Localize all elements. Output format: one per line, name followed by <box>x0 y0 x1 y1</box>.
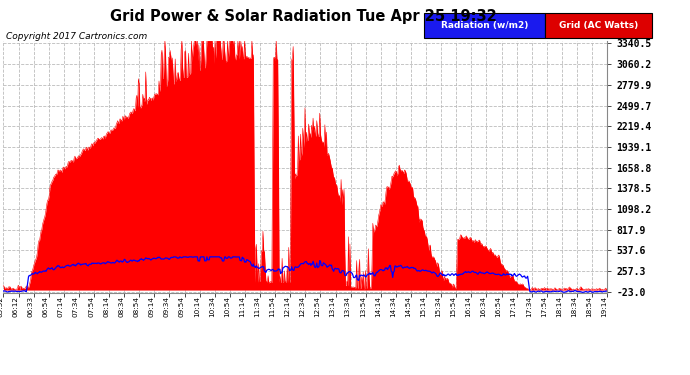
Text: 15:54: 15:54 <box>451 296 456 317</box>
Text: Grid Power & Solar Radiation Tue Apr 25 19:32: Grid Power & Solar Radiation Tue Apr 25 … <box>110 9 497 24</box>
Text: 07:54: 07:54 <box>88 296 94 317</box>
Text: 08:54: 08:54 <box>133 296 139 317</box>
Text: 11:34: 11:34 <box>254 296 260 317</box>
Text: 17:54: 17:54 <box>541 296 546 317</box>
Text: 15:14: 15:14 <box>420 296 426 317</box>
Text: 15:34: 15:34 <box>435 296 441 317</box>
Text: 10:54: 10:54 <box>224 296 230 317</box>
Text: 16:34: 16:34 <box>480 296 486 317</box>
Text: 08:34: 08:34 <box>118 296 124 317</box>
Text: 17:14: 17:14 <box>511 296 517 317</box>
Text: 18:54: 18:54 <box>586 296 592 317</box>
Text: 14:14: 14:14 <box>375 296 381 317</box>
Text: 18:14: 18:14 <box>556 296 562 317</box>
Text: 12:54: 12:54 <box>315 296 320 317</box>
Text: 13:34: 13:34 <box>344 296 351 317</box>
Text: 12:14: 12:14 <box>284 296 290 317</box>
Text: 06:12: 06:12 <box>12 296 19 317</box>
Text: 05:52: 05:52 <box>0 296 3 317</box>
Text: 14:54: 14:54 <box>405 296 411 317</box>
Text: Copyright 2017 Cartronics.com: Copyright 2017 Cartronics.com <box>6 32 147 41</box>
Text: 10:34: 10:34 <box>209 296 215 317</box>
Text: 09:14: 09:14 <box>148 296 155 317</box>
Text: 16:14: 16:14 <box>465 296 471 317</box>
Text: Radiation (w/m2): Radiation (w/m2) <box>441 21 529 30</box>
Text: 06:33: 06:33 <box>28 296 34 317</box>
Text: 07:34: 07:34 <box>73 296 79 317</box>
Text: 06:54: 06:54 <box>43 296 49 317</box>
Text: 09:54: 09:54 <box>179 296 185 317</box>
Text: 11:14: 11:14 <box>239 296 245 317</box>
Text: 09:34: 09:34 <box>164 296 170 317</box>
Text: Grid (AC Watts): Grid (AC Watts) <box>559 21 638 30</box>
Text: 11:54: 11:54 <box>269 296 275 317</box>
Text: 08:14: 08:14 <box>103 296 109 317</box>
Text: 12:34: 12:34 <box>299 296 305 317</box>
Text: 13:14: 13:14 <box>330 296 335 317</box>
Text: 19:14: 19:14 <box>601 296 607 317</box>
Text: 10:14: 10:14 <box>194 296 199 317</box>
Text: 16:54: 16:54 <box>495 296 502 317</box>
Text: 07:14: 07:14 <box>58 296 64 317</box>
Text: 13:54: 13:54 <box>359 296 366 317</box>
Text: 17:34: 17:34 <box>526 296 532 317</box>
Text: 18:34: 18:34 <box>571 296 577 317</box>
Text: 14:34: 14:34 <box>390 296 396 317</box>
